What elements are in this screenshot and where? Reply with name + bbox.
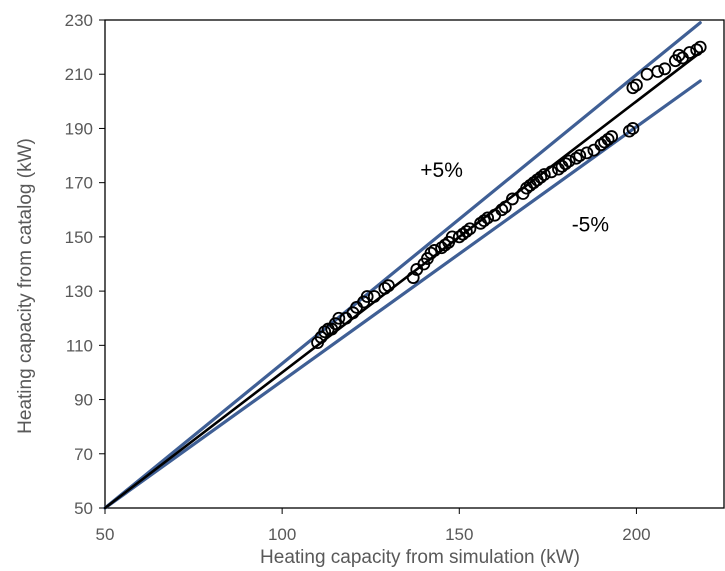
data-point — [534, 170, 548, 184]
y-tick-label: 190 — [65, 119, 93, 138]
data-point — [693, 40, 707, 54]
x-axis-title: Heating capacity from simulation (kW) — [260, 547, 580, 568]
data-point — [537, 168, 551, 181]
data-point — [658, 62, 672, 76]
data-point — [495, 203, 509, 217]
data-point — [651, 65, 665, 78]
x-tick-label: 150 — [445, 525, 473, 544]
data-point — [318, 325, 332, 339]
reference-lines — [103, 21, 702, 510]
data-point — [580, 146, 594, 160]
data-point — [498, 200, 512, 214]
x-tick-label: 200 — [622, 525, 650, 544]
data-point — [406, 271, 420, 284]
data-point — [569, 151, 583, 165]
y-tick-label: 230 — [65, 11, 93, 30]
annotations: +5% -5% — [420, 159, 609, 236]
y-tick-label: 50 — [74, 499, 93, 518]
plot-area-border — [104, 19, 725, 509]
data-point — [605, 130, 619, 143]
y-tick-labels: 50 70 90 110 130 150 170 190 210 230 — [65, 11, 93, 518]
data-point — [626, 81, 640, 95]
data-point — [463, 222, 477, 236]
data-point — [367, 290, 381, 303]
annotation-minus5: -5% — [572, 213, 609, 236]
data-point — [481, 211, 495, 225]
x-tick-label: 50 — [96, 525, 115, 544]
data-point — [573, 149, 587, 162]
data-point — [477, 214, 491, 228]
annotation-plus5: +5% — [420, 159, 463, 182]
y-tick-label: 170 — [65, 174, 93, 193]
y-tick-label: 130 — [65, 282, 93, 301]
y-tick-label: 210 — [65, 65, 93, 84]
data-point — [378, 281, 392, 295]
data-points — [311, 40, 707, 350]
data-point — [683, 46, 696, 59]
fit-line — [103, 51, 702, 510]
data-point — [690, 43, 704, 57]
data-point — [630, 78, 643, 92]
data-point — [506, 192, 519, 206]
y-tick-label: 70 — [74, 445, 93, 464]
data-point — [382, 279, 395, 293]
data-point — [640, 67, 654, 81]
data-point — [332, 311, 346, 325]
data-point — [424, 246, 438, 260]
fit-line-group — [103, 51, 702, 510]
plot-frame — [99, 19, 725, 514]
data-point — [438, 238, 452, 252]
data-point — [622, 124, 636, 138]
data-point — [559, 157, 572, 171]
y-axis-title: Heating capacity from catalog (kW) — [15, 138, 36, 434]
data-point — [601, 132, 615, 146]
y-tick-label: 150 — [65, 228, 93, 247]
data-point — [545, 165, 558, 179]
y-tick-label: 90 — [74, 391, 93, 410]
data-point — [626, 122, 640, 135]
y-tick-label: 110 — [66, 336, 93, 355]
data-point — [428, 244, 441, 257]
reference-line-minus5 — [103, 79, 702, 510]
data-point — [459, 225, 473, 238]
reference-line-plus5 — [103, 21, 702, 510]
x-tick-label: 100 — [268, 525, 296, 544]
data-point — [562, 154, 576, 168]
data-point — [360, 290, 374, 303]
x-tick-labels: 50 100 150 200 — [96, 525, 651, 544]
